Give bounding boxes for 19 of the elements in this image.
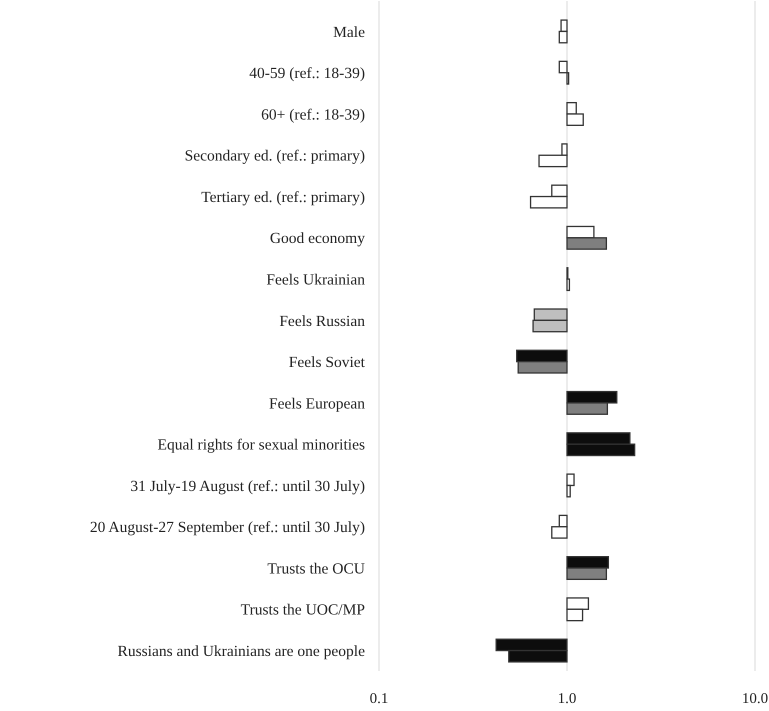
y-tick-label: 40-59 (ref.: 18-39) [249,65,365,82]
y-tick-label: Feels Soviet [288,354,366,372]
x-tick-label: 1.0 [558,691,576,707]
x-tick-label: 10.0 [742,691,768,707]
y-tick-label: Tertiary ed. (ref.: primary) [201,188,365,206]
y-tick-label: 20 August-27 September (ref.: until 30 July) [90,519,365,536]
y-tick-label: Trusts the OCU [267,560,365,578]
y-tick-label: Feels European [269,395,366,412]
y-tick-label: Feels Russian [279,312,366,330]
y-tick-label: Equal rights for sexual minorities [158,436,365,454]
y-tick-label: Good economy [270,230,366,248]
y-tick-label: Male [333,24,366,41]
x-tick-label: 0.1 [370,691,388,707]
y-tick-label: 60+ (ref.: 18-39) [261,106,365,124]
y-tick-label: Feels Ukrainian [266,272,366,289]
y-tick-label: Trusts the UOC/MP [240,602,365,619]
y-tick-label: Secondary ed. (ref.: primary) [184,148,365,165]
y-tick-label: Russians and Ukrainians are one people [117,642,366,660]
y-tick-label: 31 July-19 August (ref.: until 30 July) [130,478,365,495]
